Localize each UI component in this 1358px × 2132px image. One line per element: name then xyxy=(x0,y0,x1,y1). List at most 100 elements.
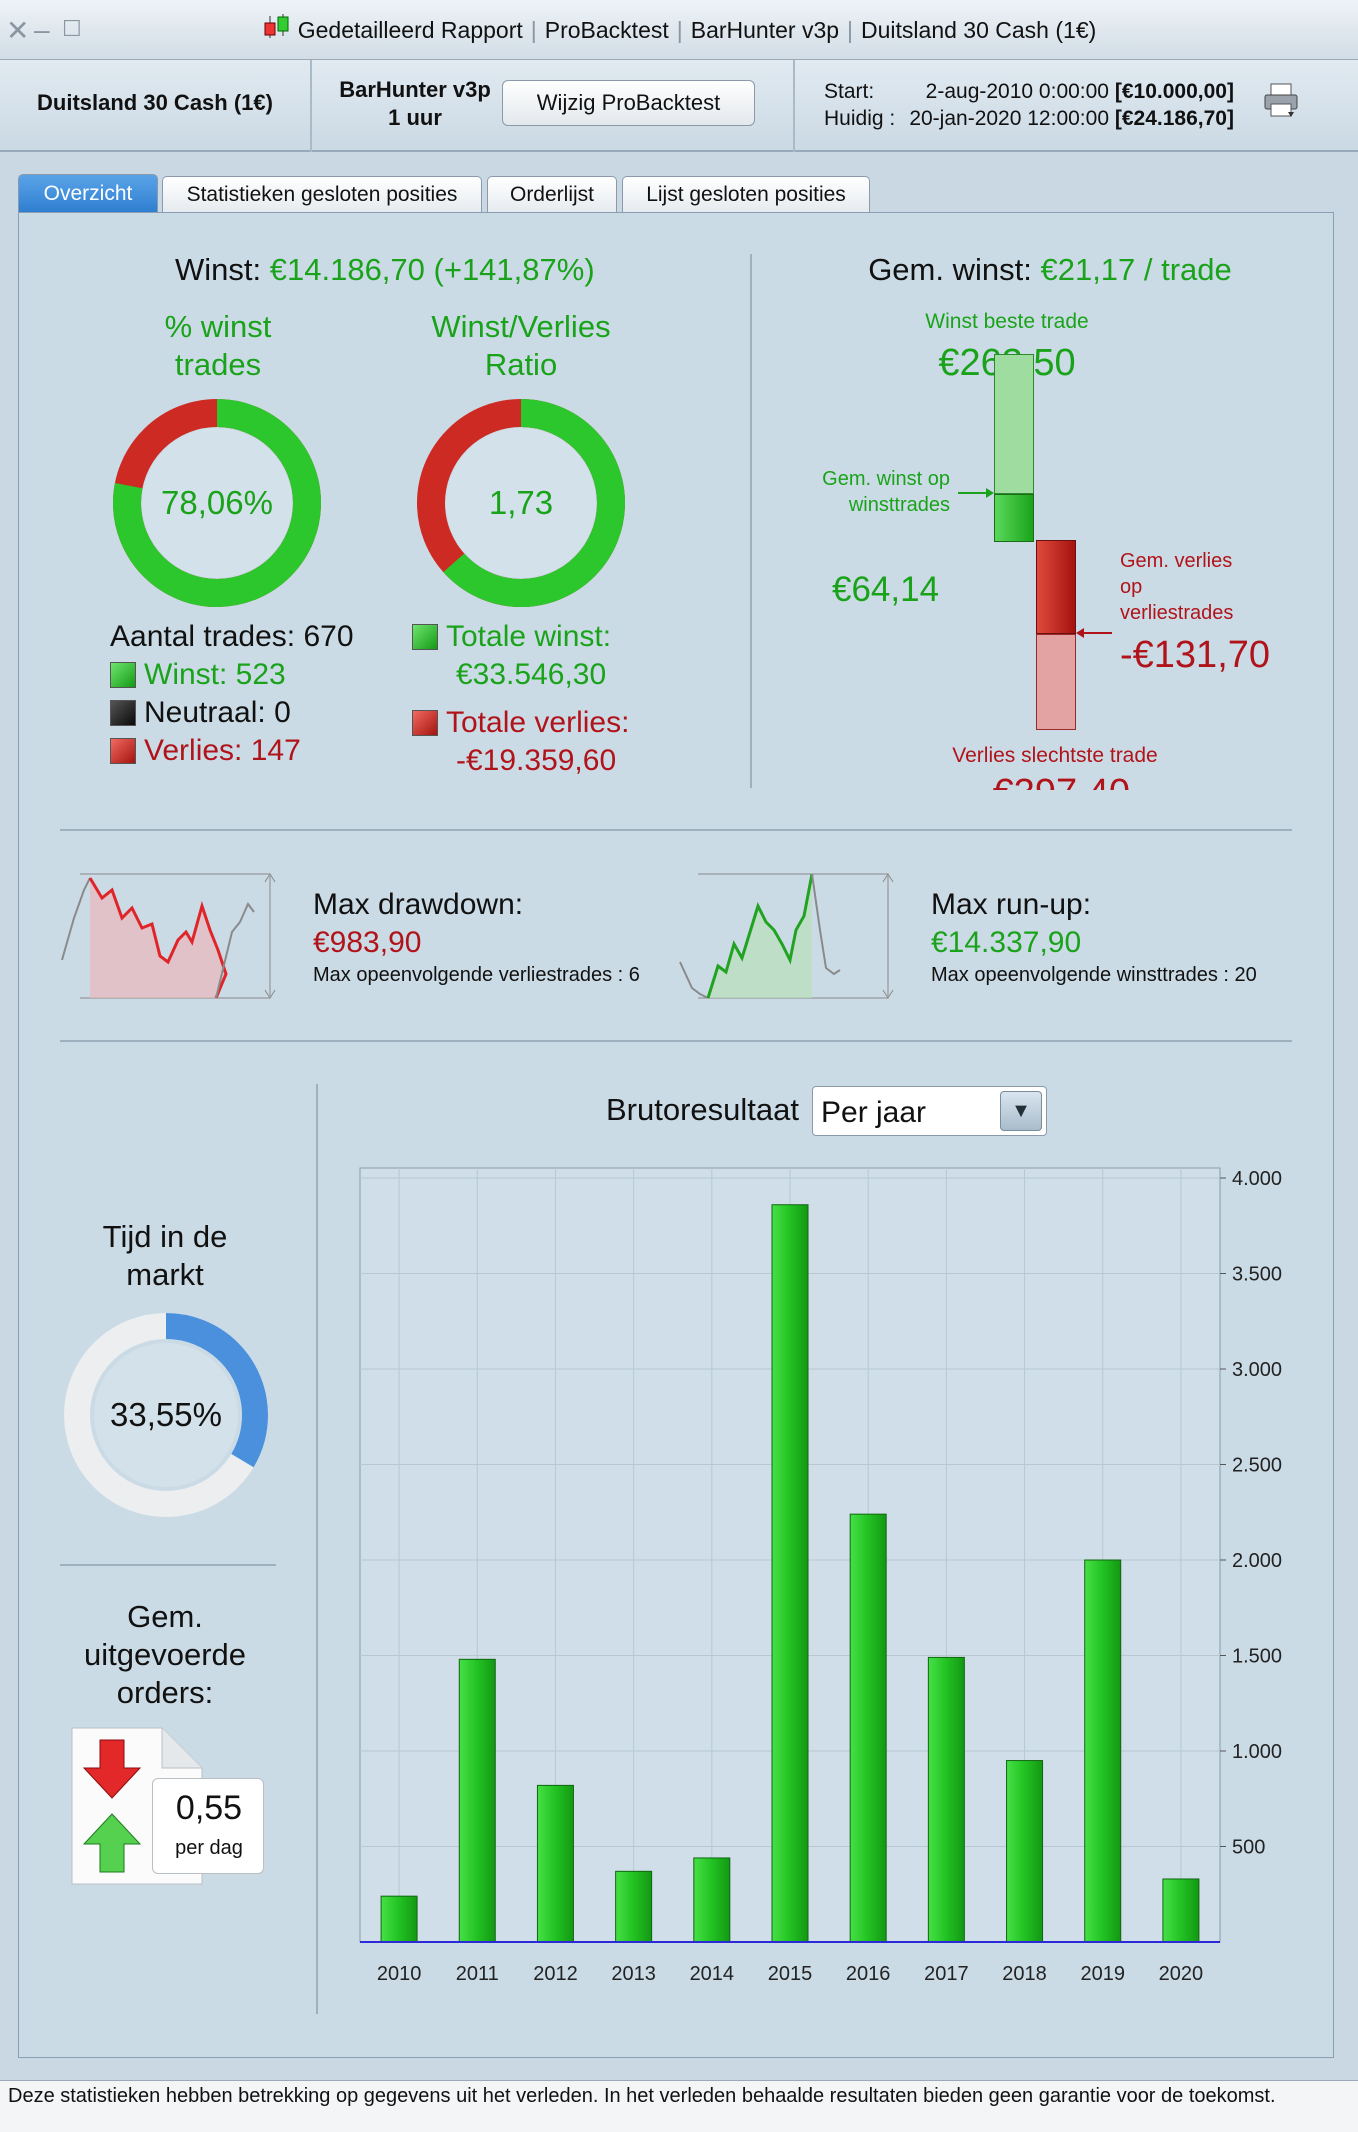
runup-title: Max run-up: xyxy=(931,888,1092,921)
profit-label: Winst: xyxy=(175,252,262,287)
bar-2013 xyxy=(615,1870,653,1943)
market-time-title-line2: markt xyxy=(126,1257,204,1292)
total-gain-label: Totale winst: xyxy=(446,620,612,653)
wijzig-probacktest-button[interactable]: Wijzig ProBacktest xyxy=(502,80,755,126)
x-tick-label: 2015 xyxy=(768,1963,813,1985)
market-divider xyxy=(60,1564,276,1566)
y-tick-label: 500 xyxy=(1232,1837,1265,1859)
avg-loss-label-line2: op xyxy=(1120,576,1143,598)
y-tick-label: 3.500 xyxy=(1232,1264,1282,1286)
x-tick-label: 2020 xyxy=(1159,1963,1204,1985)
minimize-icon[interactable]: – xyxy=(34,14,50,45)
market-time-center xyxy=(94,1343,238,1487)
maximize-icon[interactable]: ☐ xyxy=(62,16,82,41)
candlestick-icon xyxy=(264,14,289,38)
avg-loss-label: Gem. verlies op verliestrades xyxy=(1120,548,1233,626)
bar-2016 xyxy=(849,1513,887,1943)
timeframe: 1 uur xyxy=(388,105,442,130)
avg-win-arrow-icon xyxy=(958,488,994,498)
avg-trade-diagram: Winst beste trade €263,50 Gem. winst op … xyxy=(770,304,1310,790)
orders-unit: per dag xyxy=(175,1837,243,1859)
market-time-arc xyxy=(64,1313,268,1517)
market-time-title: Tijd in de markt xyxy=(70,1218,260,1294)
title-part-report: Gedetailleerd Rapport xyxy=(297,17,523,43)
tab-overzicht[interactable]: Overzicht xyxy=(18,174,158,212)
avg-loss-label-line3: verliestrades xyxy=(1120,602,1234,624)
profit-summary: Winst: €14.186,70 (+141,87%) xyxy=(175,252,595,288)
x-tick-label: 2019 xyxy=(1080,1963,1125,1985)
current-date: 20-jan-2020 12:00:00 xyxy=(909,107,1109,130)
current-label: Huidig : xyxy=(824,107,896,130)
avg-win-label-line1: Gem. winst op xyxy=(822,468,950,490)
ratio-title-line1: Winst/Verlies xyxy=(431,309,611,344)
section-divider-2 xyxy=(60,1040,1292,1042)
printer-icon[interactable] xyxy=(1262,82,1302,122)
x-tick-label: 2017 xyxy=(924,1963,969,1985)
period-select-value: Per jaar xyxy=(821,1096,927,1129)
loss-legend-icon xyxy=(110,738,136,764)
avg-loss-bar xyxy=(1036,540,1076,634)
drawdown-sub: Max opeenvolgende verliestrades : 6 xyxy=(313,964,640,986)
win-legend-icon xyxy=(110,662,136,688)
ratio-center xyxy=(446,428,596,578)
losses-count: Verlies: 147 xyxy=(144,734,301,767)
chevron-down-icon[interactable]: ▼ xyxy=(1000,1091,1042,1131)
neutral-legend-icon xyxy=(110,700,136,726)
drawdown-title: Max drawdown: xyxy=(313,888,524,921)
avg-win-bar xyxy=(994,494,1034,542)
x-tick-label: 2018 xyxy=(1002,1963,1046,1985)
bar-2018 xyxy=(1006,1760,1044,1943)
avg-win-value: €64,14 xyxy=(832,570,940,609)
x-tick-label: 2011 xyxy=(456,1963,499,1985)
pct-winning-title-line2: trades xyxy=(174,347,262,382)
title-part-instrument: Duitsland 30 Cash (1€) xyxy=(861,17,1097,43)
ratio-title-line2: Ratio xyxy=(484,347,558,382)
bar-2014 xyxy=(693,1857,731,1943)
bar-2010 xyxy=(380,1895,418,1943)
orders-title: Gem. uitgevoerde orders: xyxy=(60,1598,270,1712)
bar-2019 xyxy=(1084,1559,1122,1943)
title-part-system: BarHunter v3p xyxy=(690,17,840,43)
total-gain-value: €33.546,30 xyxy=(456,658,607,691)
market-time-title-line1: Tijd in de xyxy=(102,1219,228,1254)
x-tick-label: 2012 xyxy=(533,1963,578,1985)
runup-sparkline xyxy=(679,873,894,999)
avg-loss-label-line1: Gem. verlies xyxy=(1120,550,1233,572)
y-tick-label: 1.500 xyxy=(1232,1646,1282,1668)
x-tick-label: 2016 xyxy=(846,1963,891,1985)
chart-title: Brutoresultaat xyxy=(606,1092,799,1127)
tab-lijst-gesloten[interactable]: Lijst gesloten posities xyxy=(622,176,870,212)
bar-2020 xyxy=(1162,1878,1200,1943)
tab-statistieken[interactable]: Statistieken gesloten posities xyxy=(162,176,482,212)
market-time-value: 33,55% xyxy=(110,1396,222,1433)
system-name: BarHunter v3p xyxy=(339,77,491,102)
avg-loss-value: -€131,70 xyxy=(1120,634,1271,676)
profit-value: €14.186,70 (+141,87%) xyxy=(269,252,595,287)
tab-orderlijst[interactable]: Orderlijst xyxy=(487,176,617,212)
x-tick-label: 2010 xyxy=(377,1963,422,1985)
bar-2011 xyxy=(458,1658,496,1943)
y-tick-label: 3.000 xyxy=(1232,1359,1282,1381)
trade-counts: Aantal trades: 670 Winst: 523 Neutraal: … xyxy=(110,618,354,770)
best-trade-bar xyxy=(994,354,1034,494)
trades-count: Aantal trades: 670 xyxy=(110,620,354,653)
window-title: Gedetailleerd Rapport | ProBacktest | BarHun… xyxy=(0,14,1358,44)
avg-gain-label: Gem. winst: xyxy=(868,252,1032,287)
avg-win-label-line2: winsttrades xyxy=(848,494,950,516)
close-icon[interactable]: ✕ xyxy=(6,15,30,46)
bar-2015 xyxy=(771,1204,809,1943)
period-select[interactable]: Per jaar ▼ xyxy=(812,1086,1047,1136)
bottom-divider xyxy=(316,1084,318,2014)
avg-win-label: Gem. winst op winsttrades xyxy=(770,466,950,518)
x-tick-label: 2013 xyxy=(611,1963,656,1985)
bar-2017 xyxy=(927,1656,965,1943)
section-divider-1 xyxy=(60,829,1292,831)
ratio-value: 1,73 xyxy=(488,484,554,521)
summary-divider xyxy=(750,254,752,788)
avg-gain-title: Gem. winst: €21,17 / trade xyxy=(790,252,1310,288)
start-label: Start: xyxy=(824,80,875,103)
drawdown-sparkline xyxy=(61,873,276,999)
y-tick-label: 1.000 xyxy=(1232,1741,1282,1763)
y-tick-label: 2.500 xyxy=(1232,1455,1282,1477)
runup-sub: Max opeenvolgende winsttrades : 20 xyxy=(931,964,1257,986)
